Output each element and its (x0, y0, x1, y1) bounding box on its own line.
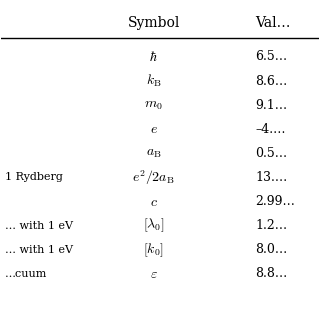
Text: 8.6…: 8.6… (255, 75, 287, 87)
Text: 6.5…: 6.5… (255, 51, 287, 63)
Text: $\hbar$: $\hbar$ (149, 50, 158, 64)
Text: 8.8…: 8.8… (255, 268, 287, 280)
Text: …cuum: …cuum (4, 269, 47, 279)
Text: $k_\mathrm{B}$: $k_\mathrm{B}$ (146, 73, 162, 89)
Text: Val…: Val… (255, 16, 291, 30)
Text: … with 1 eV: … with 1 eV (4, 221, 73, 231)
Text: $e$: $e$ (150, 122, 158, 136)
Text: 2.99…: 2.99… (255, 195, 295, 208)
Text: $m_0$: $m_0$ (144, 98, 163, 112)
Text: 9.1…: 9.1… (255, 99, 287, 112)
Text: 1 Rydberg: 1 Rydberg (4, 172, 62, 182)
Text: –4.…: –4.… (255, 123, 286, 136)
Text: Symbol: Symbol (127, 16, 180, 30)
Text: $a_\mathrm{B}$: $a_\mathrm{B}$ (146, 146, 162, 160)
Text: 8.0…: 8.0… (255, 243, 287, 256)
Text: 1.2…: 1.2… (255, 219, 287, 232)
Text: $e^2/2a_\mathrm{B}$: $e^2/2a_\mathrm{B}$ (132, 168, 175, 187)
Text: … with 1 eV: … with 1 eV (4, 245, 73, 255)
Text: 0.5…: 0.5… (255, 147, 287, 160)
Text: $c$: $c$ (150, 195, 158, 209)
Text: $[k_0]$: $[k_0]$ (143, 241, 164, 259)
Text: 13.…: 13.… (255, 171, 287, 184)
Text: $\varepsilon$: $\varepsilon$ (150, 267, 158, 281)
Text: $[\lambda_0]$: $[\lambda_0]$ (143, 217, 164, 235)
